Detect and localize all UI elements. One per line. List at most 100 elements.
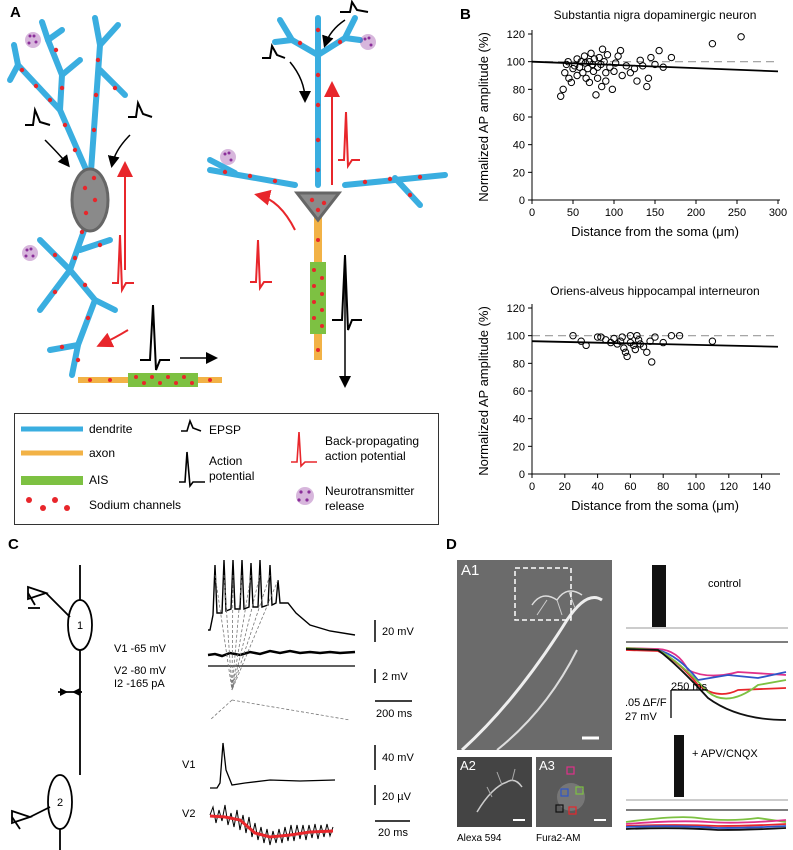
legend-ap-line2: potential	[209, 469, 255, 483]
control-label: control	[708, 578, 742, 590]
a3-label: A3	[539, 758, 555, 773]
data-point	[573, 71, 581, 80]
x-tick-label: 0	[529, 207, 535, 219]
x-axis-label: Distance from the soma (μm)	[571, 498, 739, 513]
epsp-legend-icon	[181, 418, 202, 432]
data-point	[644, 74, 653, 82]
x-tick-label: 50	[567, 207, 579, 219]
micrograph-a2-svg	[457, 757, 532, 827]
y-tick-label: 40	[513, 140, 525, 152]
fit-line	[531, 340, 779, 348]
data-point	[608, 85, 617, 94]
micrograph-a1: A1	[457, 560, 612, 750]
data-point	[595, 53, 603, 62]
panel-d-scale-bars	[670, 689, 708, 718]
v2-trace	[207, 649, 356, 658]
scale-bars-top	[374, 620, 412, 702]
control-stim-block	[652, 565, 666, 627]
legend-dendrite: dendrite	[89, 422, 133, 436]
data-point	[585, 78, 594, 87]
scale-bars-inset	[374, 745, 410, 822]
apv-label: + APV/CNQX	[692, 748, 758, 760]
inset-v2-fit	[209, 814, 334, 839]
neurotransmitter-release-icons	[22, 32, 376, 261]
y-tick-label: 120	[507, 29, 525, 41]
data-point	[567, 78, 576, 87]
y-tick-label: 60	[513, 386, 525, 398]
data-point	[611, 59, 620, 67]
scale-40mv: 40 mV	[382, 752, 414, 764]
right-neuron-dendrites	[207, 15, 448, 208]
scale-250ms: 250 ms	[671, 681, 708, 693]
data-point	[577, 337, 585, 345]
y-axis-label: Normalized AP amplitude (%)	[476, 306, 491, 476]
v1-label: V1 -65 mV	[114, 643, 167, 655]
left-neuron-dendrites	[7, 15, 128, 378]
x-tick-label: 120	[720, 481, 738, 493]
ais-swatch	[21, 476, 83, 485]
epsp-arrows	[44, 19, 351, 388]
ap-legend-icon	[179, 451, 205, 489]
right-ais	[310, 262, 326, 334]
y-tick-label: 80	[513, 84, 525, 96]
release-legend-icon	[296, 487, 314, 505]
data-point	[651, 60, 659, 69]
data-point	[559, 85, 567, 94]
data-point	[623, 352, 631, 361]
inset-v2-label: V2	[182, 808, 195, 820]
panel-letter-b: B	[460, 6, 471, 23]
sodium-channel-dots	[19, 27, 423, 385]
left-soma	[70, 167, 110, 233]
data-point	[589, 67, 598, 76]
data-point	[621, 348, 630, 356]
legend-epsp: EPSP	[209, 423, 242, 437]
inset-v2-noise	[209, 804, 334, 846]
y-tick-label: 60	[513, 112, 525, 124]
data-point	[708, 337, 717, 345]
right-soma	[293, 191, 343, 223]
data-point	[618, 333, 626, 341]
fura-caption: Fura2-AM	[536, 833, 581, 844]
data-point	[603, 51, 612, 59]
data-point	[602, 69, 610, 77]
data-point	[561, 69, 569, 77]
data-point	[648, 358, 656, 366]
x-tick-label: 150	[646, 207, 664, 219]
data-point	[633, 77, 641, 85]
data-point	[633, 331, 641, 340]
y-tick-label: 40	[513, 414, 525, 426]
legend-bp-line1: Back-propagating	[325, 434, 420, 448]
data-point	[579, 69, 587, 77]
data-point	[587, 49, 595, 58]
scale-2mv: 2 mV	[382, 671, 408, 683]
legend-axon: axon	[89, 446, 116, 460]
left-ais	[128, 373, 198, 387]
data-point	[675, 331, 684, 340]
x-axis-label: Distance from the soma (μm)	[571, 224, 739, 239]
y-tick-label: 80	[513, 358, 525, 370]
legend-bp-line2: action potential	[325, 449, 406, 463]
apv-fluorescence-traces	[625, 816, 787, 831]
scale-df: .05 ΔF/F	[625, 697, 667, 709]
back-propagating-traces	[112, 111, 360, 294]
x-tick-label: 40	[591, 481, 603, 493]
x-tick-label: 140	[752, 481, 770, 493]
neuron-2-label: 2	[57, 797, 63, 809]
data-point	[598, 45, 607, 53]
data-point	[634, 336, 643, 344]
y-tick-label: 100	[507, 331, 525, 343]
back-propagating-arrows	[96, 81, 340, 348]
epsp-traces	[25, 0, 369, 126]
micrograph-a3: A3	[536, 757, 612, 827]
data-point	[602, 77, 610, 85]
control-fluorescence-traces	[625, 647, 787, 721]
scale-27mv: 27 mV	[625, 711, 657, 723]
data-point	[667, 331, 676, 340]
x-tick-label: 250	[728, 207, 746, 219]
chart-2-svg: 0 20 40 60 80 100 120 0 20 40 60 80 100 120 140 Distanc…	[476, 303, 780, 513]
data-point	[592, 91, 600, 99]
data-point	[557, 92, 565, 100]
i2-label: I2 -165 pA	[114, 678, 165, 690]
data-point	[565, 74, 573, 82]
scale-20uv: 20 µV	[382, 791, 412, 803]
